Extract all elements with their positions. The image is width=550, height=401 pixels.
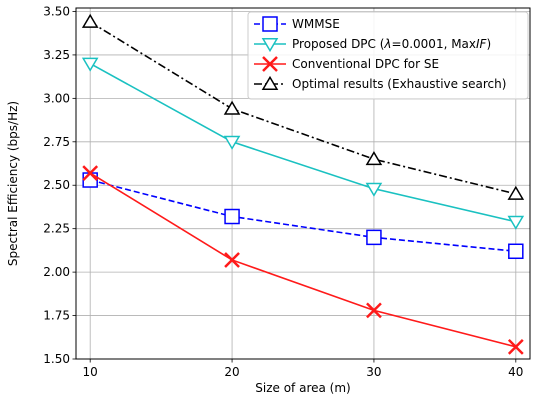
x-marker-stroke <box>366 302 382 319</box>
y-tick-label: 1.50 <box>43 352 70 366</box>
legend-label: Proposed DPC (λ=0.0001, MaxIF) <box>292 37 491 51</box>
data-point <box>82 165 99 181</box>
data-point <box>508 243 524 260</box>
series-layer <box>81 13 525 355</box>
legend-label: Optimal results (Exhaustive search) <box>292 77 506 91</box>
x-marker-stroke <box>82 165 99 181</box>
legend-label-part: =0.0001, Max <box>392 37 476 51</box>
legend-label-part: IF <box>476 37 488 51</box>
data-point <box>223 100 241 115</box>
legend-box <box>247 11 529 100</box>
legend-marker <box>262 16 278 32</box>
legend-label-part: Proposed DPC ( <box>292 37 384 51</box>
legend-label-part: λ <box>383 37 391 51</box>
y-tick-label: 2.50 <box>43 178 70 192</box>
data-point <box>507 185 525 200</box>
data-point <box>224 252 240 268</box>
x-axis: 10 20 30 40 <box>83 359 523 379</box>
legend-label: WMMSE <box>292 17 340 31</box>
data-point <box>366 229 382 246</box>
data-point <box>81 57 99 72</box>
x-axis-label: Size of area (m) <box>255 381 350 395</box>
legend: WMMSE Proposed DPC (λ=0.0001, MaxIF) Conve… <box>247 11 529 100</box>
y-tick-label: 2.00 <box>43 265 70 279</box>
x-marker-stroke <box>507 338 524 355</box>
data-point <box>365 151 383 166</box>
data-point <box>81 13 99 28</box>
legend-marker <box>261 75 279 90</box>
series-1 <box>81 57 525 230</box>
y-tick-label: 2.75 <box>43 135 70 149</box>
series-line <box>89 62 516 223</box>
series-3 <box>81 13 525 200</box>
x-marker-stroke <box>262 56 278 72</box>
data-point <box>366 302 382 319</box>
series-line <box>89 21 517 195</box>
data-point <box>507 338 524 355</box>
series-0 <box>82 172 524 260</box>
y-axis: 1.50 1.75 2.00 2.25 2.50 2.75 3.00 3.25 3.50 <box>43 4 76 366</box>
series-line <box>89 179 516 253</box>
legend-marker <box>262 56 278 72</box>
data-point <box>365 182 383 197</box>
y-tick-label: 3.25 <box>43 48 70 62</box>
data-point <box>82 172 98 188</box>
legend-marker <box>261 38 279 53</box>
y-tick-label: 2.25 <box>43 222 70 236</box>
legend-label-part: ) <box>486 37 491 51</box>
legend-label: Conventional DPC for SE <box>292 57 439 71</box>
data-point <box>223 135 241 150</box>
y-tick-label: 3.00 <box>43 91 70 105</box>
y-tick-label: 1.75 <box>43 309 70 323</box>
y-axis-label: Spectral Efficiency (bps/Hz) <box>6 101 20 266</box>
x-tick-label: 10 <box>83 365 98 379</box>
data-point <box>507 215 525 230</box>
y-tick-label: 3.50 <box>43 4 70 18</box>
plot-frame <box>75 7 531 360</box>
x-marker-stroke <box>224 252 240 268</box>
series-2 <box>82 165 524 355</box>
x-tick-label: 40 <box>508 365 523 379</box>
x-tick-label: 20 <box>224 365 239 379</box>
x-tick-label: 30 <box>366 365 381 379</box>
series-line <box>89 172 517 348</box>
data-point <box>224 208 240 225</box>
